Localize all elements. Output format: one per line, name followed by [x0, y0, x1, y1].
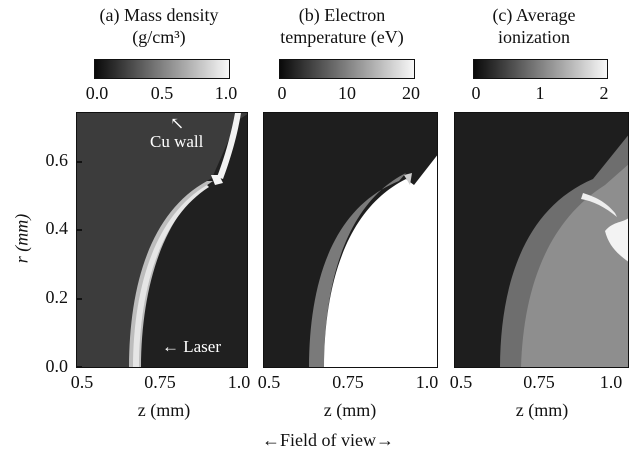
- colorbar-b-tick: 20: [402, 83, 420, 103]
- left-arrow-icon: ←: [262, 430, 280, 450]
- x-tick-label-c: 0.5: [449, 372, 473, 392]
- colorbar-a-tick: 1.0: [214, 83, 238, 103]
- colorbar-c-tick: 1: [535, 83, 545, 103]
- x-tick-label-a: 1.0: [227, 372, 251, 392]
- panel-a-image: [76, 112, 248, 368]
- panel-a-map: [77, 113, 247, 367]
- x-axis-label-c: z (mm): [515, 400, 569, 420]
- y-tick-label: 0.6: [45, 150, 69, 170]
- colorbar-b: [279, 59, 415, 79]
- cu-wall-arrow: ↖: [170, 114, 185, 133]
- y-tick: [76, 366, 82, 368]
- x-tick-label-b: 0.75: [332, 372, 364, 392]
- colorbar-a-tick: 0.0: [85, 83, 109, 103]
- colorbar-c-tick: 0: [471, 83, 481, 103]
- cu-wall-label: Cu wall: [150, 132, 204, 151]
- colorbar-a: [94, 59, 230, 79]
- panel-b-map: [264, 113, 437, 367]
- panel-c-title: (c) Average ionization: [492, 5, 576, 47]
- colorbar-b-tick: 10: [338, 83, 356, 103]
- laser-arrow-icon: ←: [162, 337, 179, 356]
- colorbar-b-tick: 0: [277, 83, 287, 103]
- colorbar-c: [473, 59, 608, 79]
- field-of-view: ←Field of view→: [262, 430, 394, 450]
- panel-a-title: (a) Mass density (g/cm³): [99, 5, 219, 47]
- colorbar-a-tick: 0.5: [150, 83, 174, 103]
- x-tick-label-c: 0.75: [523, 372, 555, 392]
- laser-label: ← Laser: [162, 337, 222, 356]
- y-axis-label: r (mm): [11, 213, 32, 264]
- x-axis-label-a: z (mm): [137, 400, 191, 420]
- x-tick-label-a: 0.5: [70, 372, 94, 392]
- panel-b-image: [263, 112, 438, 368]
- right-arrow-icon: →: [376, 430, 394, 450]
- y-tick-label: 0.0: [45, 356, 69, 376]
- x-tick-label-a: 0.75: [144, 372, 176, 392]
- y-tick-label: 0.2: [45, 287, 69, 307]
- y-tick: [76, 161, 82, 163]
- panel-b-title: (b) Electron temperature (eV): [280, 5, 404, 47]
- y-tick: [76, 229, 82, 231]
- panel-c-image: [454, 112, 629, 368]
- y-tick: [76, 298, 82, 300]
- x-axis-label-b: z (mm): [323, 400, 377, 420]
- y-tick-label: 0.4: [45, 218, 69, 238]
- x-tick-label-b: 1.0: [415, 372, 439, 392]
- panel-c-map: [455, 113, 628, 367]
- x-tick-label-c: 1.0: [599, 372, 623, 392]
- colorbar-c-tick: 2: [599, 83, 609, 103]
- x-tick-label-b: 0.5: [257, 372, 281, 392]
